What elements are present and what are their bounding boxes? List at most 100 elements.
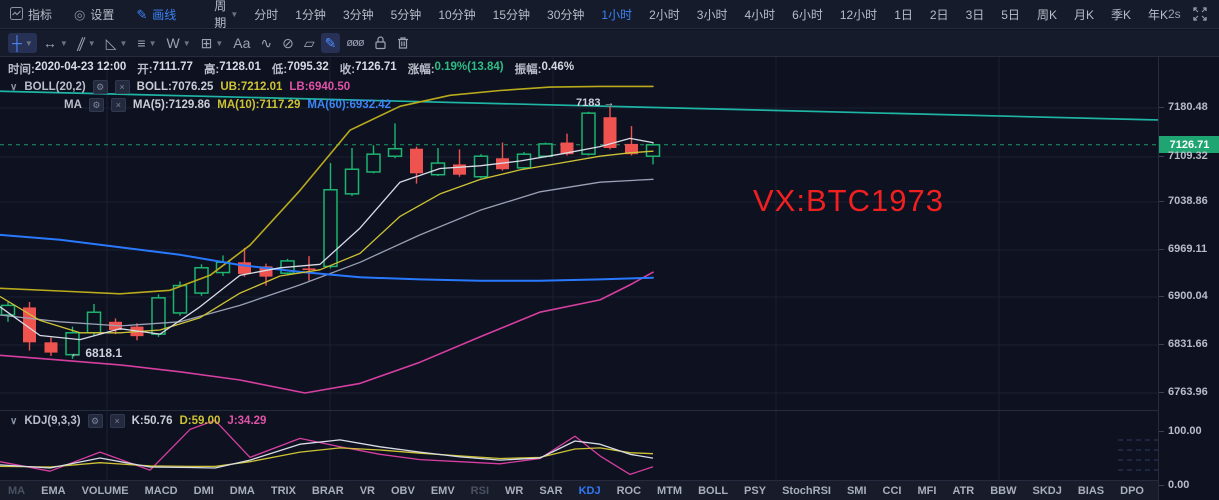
ruler-tool[interactable]: ▱ xyxy=(300,33,319,53)
indicator-tab-EMA[interactable]: EMA xyxy=(41,484,66,497)
collapse-chevron-icon[interactable]: ∨ xyxy=(10,415,18,427)
candle-body-down xyxy=(603,117,617,149)
indicator-tab-BOLL[interactable]: BOLL xyxy=(698,484,729,497)
indicator-tab-OBV[interactable]: OBV xyxy=(390,484,415,497)
magnet-tool[interactable]: øøø xyxy=(342,33,367,53)
chevron-down-icon[interactable]: ▼ xyxy=(87,38,96,48)
period-5分钟[interactable]: 5分钟 xyxy=(390,7,422,22)
wave-tool[interactable]: W ▼ xyxy=(162,33,194,53)
crosshair-tool[interactable]: ┼ ▼ xyxy=(8,33,37,53)
period-10分钟[interactable]: 10分钟 xyxy=(438,7,476,22)
boll-close-icon[interactable]: × xyxy=(114,80,130,94)
overlay-line-BOLL_UB xyxy=(0,85,654,295)
indicator-tab-EMV[interactable]: EMV xyxy=(430,484,455,497)
indicator-tab-ROC[interactable]: ROC xyxy=(616,484,642,497)
parallel-lines-tool[interactable]: ∥ ▼ xyxy=(74,33,100,53)
indicator-tab-DMI[interactable]: DMI xyxy=(193,484,214,497)
indicator-tab-VOLUME[interactable]: VOLUME xyxy=(81,484,129,497)
settings-icon: ◎ xyxy=(74,6,86,22)
indicator-tab-StochRSI[interactable]: StochRSI xyxy=(782,484,831,497)
ma-close-icon[interactable]: × xyxy=(110,98,126,112)
period-季K[interactable]: 季K xyxy=(1110,7,1131,22)
axis-label: 6900.04 xyxy=(1159,290,1208,302)
indicator-tab-BRAR[interactable]: BRAR xyxy=(311,484,344,497)
crosshair-tool-icon: ┼ xyxy=(12,35,22,51)
chevron-down-icon[interactable]: ▼ xyxy=(182,38,191,48)
info-item: 收: 7126.71 xyxy=(339,61,397,76)
indicator-tab-CCI[interactable]: CCI xyxy=(882,484,902,497)
period-4小时[interactable]: 4小时 xyxy=(744,7,776,22)
period-3日[interactable]: 3日 xyxy=(965,7,985,22)
period-2日[interactable]: 2日 xyxy=(929,7,949,22)
indicator-tab-TRIX[interactable]: TRIX xyxy=(270,484,296,497)
indicator-tab-MFI[interactable]: MFI xyxy=(917,484,937,497)
text-tool[interactable]: Aa xyxy=(229,33,254,53)
kdj-close-icon[interactable]: × xyxy=(109,414,125,428)
period-15分钟[interactable]: 15分钟 xyxy=(492,7,531,22)
ma-settings-gear-icon[interactable]: ⚙ xyxy=(88,98,104,112)
triangle-tool[interactable]: ◺ ▼ xyxy=(102,33,132,53)
price-axis[interactable]: 7126.71 7180.48 7109.32 7038.86 6969.11 6900… xyxy=(1158,57,1219,500)
indicator-tab-DMA[interactable]: DMA xyxy=(229,484,255,497)
axis-label: 0.00 xyxy=(1158,479,1190,491)
trendline-tool[interactable]: ↔ ▼ xyxy=(39,33,72,53)
indicator-tab-ATR[interactable]: ATR xyxy=(952,484,975,497)
period-3分钟[interactable]: 3分钟 xyxy=(342,7,374,22)
chevron-down-icon[interactable]: ▼ xyxy=(215,38,224,48)
fullscreen-icon[interactable] xyxy=(1193,7,1207,21)
chevron-down-icon[interactable]: ▼ xyxy=(148,38,157,48)
period-1分钟[interactable]: 1分钟 xyxy=(295,7,326,22)
region-tool-icon: ⊞ xyxy=(200,35,213,51)
marker-tool[interactable]: ∿ xyxy=(256,33,276,53)
indicator-tab-DPO[interactable]: DPO xyxy=(1120,484,1144,497)
indicator-tab-SAR[interactable]: SAR xyxy=(539,484,563,497)
indicator-tab-PSY[interactable]: PSY xyxy=(744,484,767,497)
candle-body-down xyxy=(453,164,466,175)
period-6小时[interactable]: 6小时 xyxy=(792,7,823,22)
eraser-tool[interactable]: ⊘ xyxy=(278,33,298,53)
period-30分钟[interactable]: 30分钟 xyxy=(547,7,585,22)
top-toolbar: 指标 ◎ 设置 ✎ 画线 周期 ▼ 分时 1分钟 3分钟 5分钟 10分钟 15分钟 30分… xyxy=(0,0,1219,31)
main-chart[interactable] xyxy=(0,57,1158,500)
chevron-down-icon[interactable]: ▼ xyxy=(24,38,33,48)
indicator-menu[interactable]: 指标 xyxy=(10,6,52,23)
indicator-tab-KDJ[interactable]: KDJ xyxy=(578,484,601,497)
indicator-tab-VR[interactable]: VR xyxy=(359,484,375,497)
chevron-down-icon[interactable]: ▼ xyxy=(119,38,128,48)
period-3小时[interactable]: 3小时 xyxy=(696,7,728,22)
period-年K[interactable]: 年K xyxy=(1147,7,1168,22)
period-12小时[interactable]: 12小时 xyxy=(839,7,878,22)
kdj-settings-gear-icon[interactable]: ⚙ xyxy=(87,414,103,428)
lock-tool[interactable] xyxy=(370,34,391,52)
indicator-tab-BIAS[interactable]: BIAS xyxy=(1077,484,1105,497)
high-price-annotation: 7183 → xyxy=(576,97,615,109)
period-分时[interactable]: 分时 xyxy=(254,7,279,22)
delete-tool[interactable] xyxy=(393,34,413,52)
trendline xyxy=(0,90,1158,121)
indicator-tab-SKDJ[interactable]: SKDJ xyxy=(1032,484,1062,497)
period-dropdown[interactable]: 周期 ▼ xyxy=(214,0,238,31)
overlay-line-MA10 xyxy=(0,150,654,334)
indicator-tab-RSI[interactable]: RSI xyxy=(470,484,490,497)
period-list: 分时 1分钟 3分钟 5分钟 10分钟 15分钟 30分钟 1小时 2小时 3小时 4小时 6小时 12… xyxy=(254,6,1168,23)
horizontal-lines-tool[interactable]: ≡ ▼ xyxy=(133,33,160,53)
indicator-tab-MACD[interactable]: MACD xyxy=(144,484,178,497)
region-tool[interactable]: ⊞ ▼ xyxy=(197,33,228,53)
indicator-tab-MA[interactable]: MA xyxy=(8,484,26,497)
boll-settings-gear-icon[interactable]: ⚙ xyxy=(92,80,108,94)
settings-menu[interactable]: ◎ 设置 xyxy=(74,6,114,23)
period-1小时[interactable]: 1小时 xyxy=(601,7,633,22)
continuous-draw-tool[interactable]: ✎ xyxy=(320,33,341,53)
indicator-tab-MTM[interactable]: MTM xyxy=(657,484,683,497)
collapse-chevron-icon[interactable]: ∨ xyxy=(10,81,18,93)
period-5日[interactable]: 5日 xyxy=(1001,7,1020,22)
chevron-down-icon[interactable]: ▼ xyxy=(59,38,68,48)
period-2小时[interactable]: 2小时 xyxy=(649,7,680,22)
draw-menu[interactable]: ✎ 画线 xyxy=(136,6,176,23)
indicator-tab-WR[interactable]: WR xyxy=(505,484,524,497)
indicator-tab-BBW[interactable]: BBW xyxy=(990,484,1017,497)
period-周K[interactable]: 周K xyxy=(1036,7,1057,22)
period-月K[interactable]: 月K xyxy=(1073,7,1094,22)
period-1日[interactable]: 1日 xyxy=(894,7,913,22)
indicator-tab-SMI[interactable]: SMI xyxy=(846,484,867,497)
